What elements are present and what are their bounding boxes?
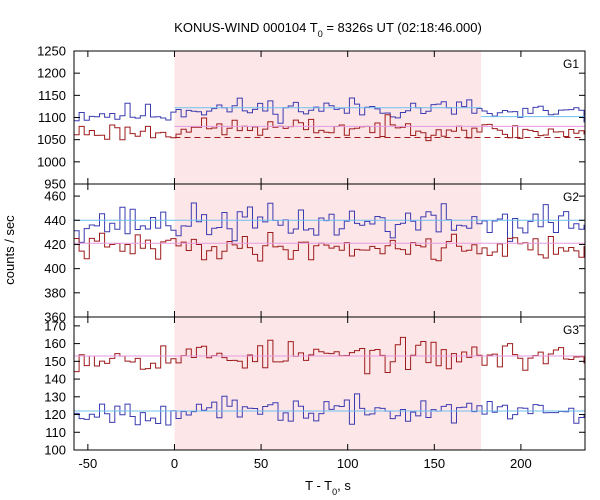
- y-tick-label: 440: [44, 213, 66, 228]
- panel-g3: 100 110 120 130 140 150 160 170 -50 0 50 100 150 200 G…: [44, 316, 586, 471]
- x-axis-label-sub: 0: [332, 487, 337, 497]
- y-tick-label: 150: [44, 354, 66, 369]
- highlight-interval: [174, 317, 482, 450]
- panel-g2: 360 380 400 420 440 460 G2: [44, 183, 586, 325]
- y-tick-label: 1250: [37, 44, 66, 59]
- y-tick-label: 420: [44, 237, 66, 252]
- y-tick-label: 950: [44, 177, 66, 192]
- y-tick-label: 1200: [37, 66, 66, 81]
- y-tick-label: 160: [44, 336, 66, 351]
- chart-panels: 950100010501100115012001250G136038040042…: [37, 44, 586, 471]
- panel-g1: 950 1000 1050 1100 1150 1200 1250 G1: [37, 44, 586, 192]
- chart-title-prefix: KONUS-WIND 000104 T: [174, 20, 318, 35]
- y-tick-label: 140: [44, 372, 66, 387]
- x-axis-label-suffix: , s: [337, 478, 351, 493]
- x-tick-label: 100: [337, 456, 359, 471]
- y-tick-label: 400: [44, 261, 66, 276]
- y-axis-label: counts / sec: [2, 215, 17, 285]
- y-tick-label: 170: [44, 318, 66, 333]
- chart-title-sub: 0: [318, 29, 323, 39]
- series-line-red: [74, 232, 585, 262]
- y-tick-label: 130: [44, 389, 66, 404]
- y-tick-label: 1150: [38, 88, 66, 103]
- chart-title: KONUS-WIND 000104 T0 = 8326s UT (02:18:4…: [174, 20, 482, 39]
- x-tick-label: -50: [78, 456, 97, 471]
- y-tick-label: 120: [44, 407, 66, 422]
- series-line-blue: [74, 97, 585, 124]
- panel-frame: [73, 316, 586, 451]
- series-line-red: [74, 336, 585, 375]
- panel-label: G3: [563, 323, 579, 337]
- y-tick-label: 1000: [37, 154, 66, 169]
- y-tick-label: 100: [44, 443, 66, 458]
- x-tick-label: 150: [423, 456, 445, 471]
- y-tick-label: 110: [45, 425, 66, 440]
- panel-label: G1: [563, 57, 579, 71]
- chart-title-suffix: = 8326s UT (02:18:46.000): [323, 20, 482, 35]
- series-line-blue: [74, 393, 585, 426]
- panel-label: G2: [563, 190, 579, 204]
- highlight-interval: [174, 51, 482, 184]
- y-tick-label: 1100: [38, 110, 66, 125]
- highlight-interval: [174, 184, 482, 317]
- x-tick-label: 50: [254, 456, 268, 471]
- y-tick-label: 460: [44, 189, 66, 204]
- x-tick-label: 200: [510, 456, 532, 471]
- x-tick-label: 0: [171, 456, 178, 471]
- y-tick-label: 380: [44, 285, 66, 300]
- x-axis-label-prefix: T - T: [305, 478, 332, 493]
- y-tick-label: 360: [44, 310, 66, 325]
- y-tick-label: 1050: [37, 132, 66, 147]
- series-line-red: [74, 114, 585, 142]
- x-axis-label: T - T0, s: [305, 478, 351, 497]
